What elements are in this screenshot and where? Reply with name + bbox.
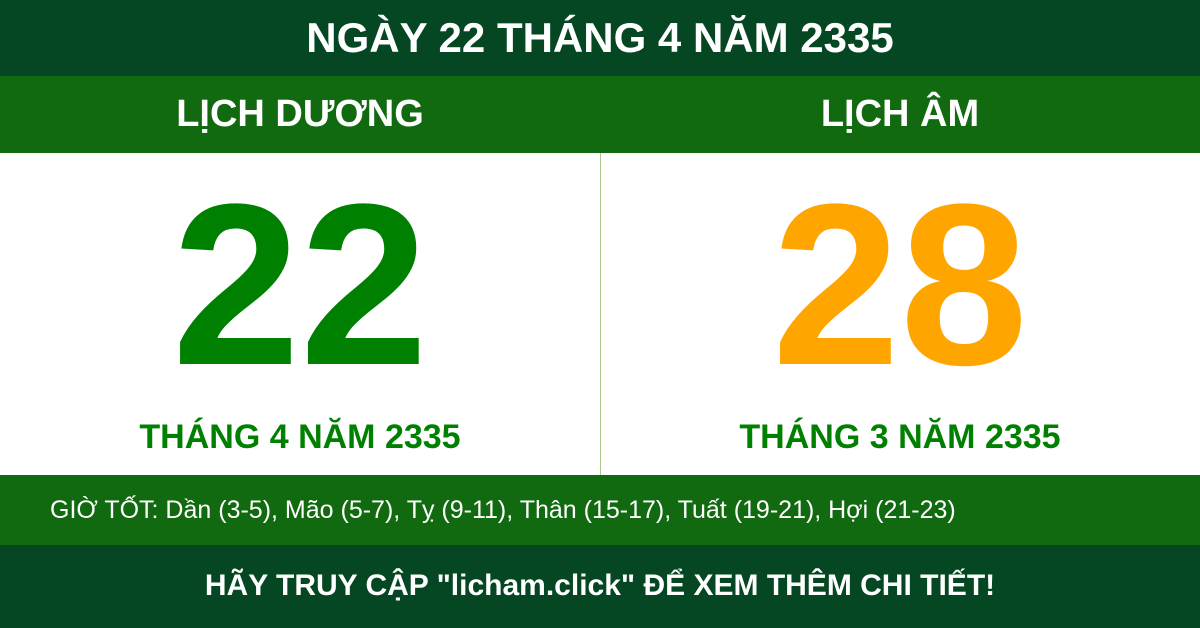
solar-panel: 22 THÁNG 4 NĂM 2335 bbox=[0, 153, 600, 475]
lunar-month-year: THÁNG 3 NĂM 2335 bbox=[739, 418, 1061, 456]
solar-month-year: THÁNG 4 NĂM 2335 bbox=[139, 418, 461, 456]
good-hours: GIỜ TỐT: Dần (3-5), Mão (5-7), Tỵ (9-11)… bbox=[0, 475, 1200, 545]
solar-day: 22 bbox=[172, 156, 428, 413]
lunar-day: 28 bbox=[772, 156, 1028, 413]
lunar-panel: 28 THÁNG 3 NĂM 2335 bbox=[600, 153, 1200, 475]
page-title: NGÀY 22 THÁNG 4 NĂM 2335 bbox=[0, 0, 1200, 76]
solar-header: LỊCH DƯƠNG bbox=[0, 76, 600, 153]
lunar-header: LỊCH ÂM bbox=[600, 76, 1200, 153]
column-divider bbox=[600, 153, 601, 475]
footer-cta: HÃY TRUY CẬP "licham.click" ĐỂ XEM THÊM … bbox=[0, 545, 1200, 628]
